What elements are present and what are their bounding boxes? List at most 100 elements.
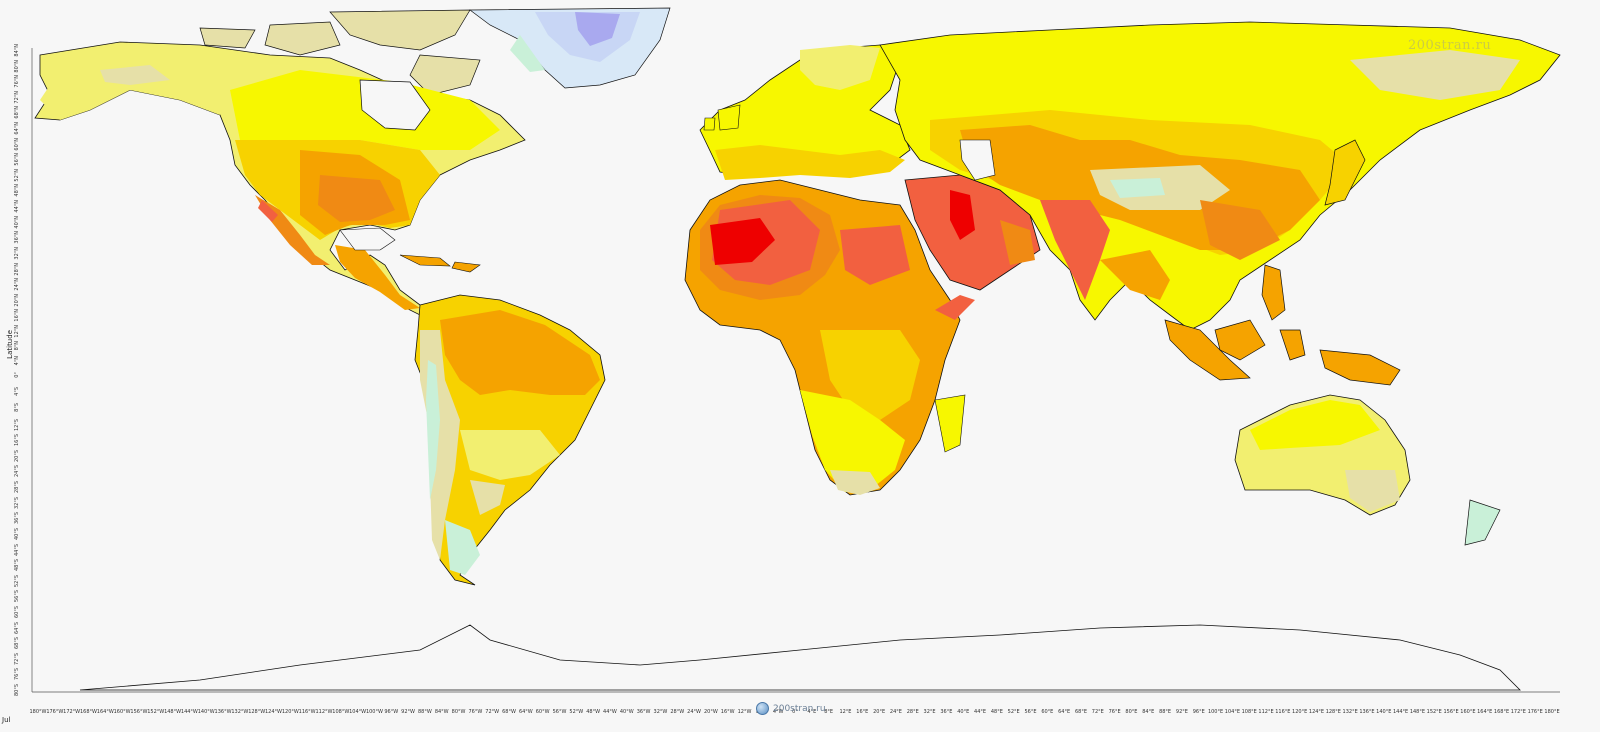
longitude-tick-label: 144°E [1392,709,1409,715]
latitude-tick-label: 20°N [14,293,20,307]
longitude-tick-label: 56°E [1024,709,1037,715]
latitude-tick-label: 84°N [14,44,20,57]
antarctica [79,624,1521,691]
latitude-tick-label: 8°S [14,403,20,412]
longitude-tick-label: 88°E [1159,709,1172,715]
longitude-tick-label: 140°W [197,709,215,715]
latitude-tick-label: 16°S [14,434,20,447]
longitude-tick-label: 12°W [737,709,752,715]
longitude-tick-label: 24°W [687,709,701,715]
longitude-tick-label: 164°E [1477,709,1493,715]
longitude-tick-label: 8°E [824,709,834,715]
globe-icon [756,702,769,715]
longitude-tick-label: 172°W [63,709,81,715]
longitude-tick-label: 68°E [1074,709,1087,715]
latitude-tick-label: 52°N [14,168,20,182]
latitude-tick-label: 40°S [14,527,20,540]
latitude-tick-label: 72°S [14,652,20,665]
watermark-bottom: 200stran.ru [756,702,826,715]
europe [699,44,911,180]
latitude-axis-title: Latitude [6,330,14,359]
longitude-tick-label: 52°E [1007,709,1020,715]
latitude-tick-label: 36°N [14,231,20,244]
latitude-tick-label: 24°N [14,278,20,291]
latitude-tick-label: 48°S [14,559,20,572]
longitude-tick-label: 120°W [281,709,299,715]
longitude-tick-label: 128°E [1325,709,1341,715]
greenland [468,7,671,89]
africa [684,179,975,496]
latitude-tick-label: 56°N [14,153,20,166]
latitude-tick-label: 28°N [14,262,20,276]
latitude-tick-label: 44°N [14,200,20,213]
longitude-tick-label: 64°W [518,709,533,715]
longitude-tick-label: 44°W [603,709,617,715]
longitude-tick-label: 12°E [839,709,852,715]
latitude-tick-label: 52°S [14,574,20,587]
caribbean-islands [399,254,481,273]
longitude-tick-label: 0° [792,709,798,715]
latitude-tick-label: 44°S [14,543,20,556]
longitude-tick-label: 40°W [619,709,634,715]
longitude-tick-label: 128°W [248,709,266,715]
longitude-tick-label: 164°W [96,709,114,715]
longitude-tick-label: 32°E [923,709,936,715]
longitude-tick-label: 36°E [940,709,953,715]
latitude-tick-label: 60°S [14,605,20,618]
latitude-tick-label: 48°N [14,184,20,198]
longitude-tick-label: 120°E [1292,709,1308,715]
longitude-tick-label: 16°W [720,709,735,715]
watermark-bottom-text: 200stran.ru [773,703,826,714]
longitude-tick-label: 40°E [957,709,970,715]
latitude-tick-label: 28°S [14,481,20,494]
longitude-tick-label: 156°E [1443,709,1459,715]
longitude-tick-label: 180°E [1544,709,1560,715]
longitude-tick-label: 28°E [906,709,919,715]
longitude-tick-label: 152°W [147,709,165,715]
longitude-tick-label: 136°W [214,709,232,715]
longitude-tick-label: 168°W [79,709,97,715]
longitude-tick-label: 148°E [1409,709,1426,715]
latitude-tick-label: 40°N [14,215,20,229]
longitude-tick-label: 36°W [636,709,651,715]
longitude-tick-label: 28°W [670,709,685,715]
longitude-tick-label: 32°W [653,709,668,715]
longitude-tick-label: 104°E [1224,709,1240,715]
latitude-tick-label: 64°S [14,621,20,634]
longitude-tick-label: 84°W [434,709,449,715]
longitude-tick-label: 68°W [502,709,516,715]
longitude-tick-label: 96°E [1192,709,1205,715]
longitude-tick-label: 148°W [164,709,182,715]
longitude-tick-label: 108°W [332,709,350,715]
latitude-tick-label: 4°N [14,356,20,366]
month-label: Jul [2,716,11,724]
longitude-tick-label: 160°W [113,709,131,715]
latitude-tick-label: 24°S [14,465,20,478]
longitude-tick-label: 108°E [1241,709,1257,715]
longitude-tick-label: 20°W [703,709,718,715]
longitude-tick-label: 132°W [231,709,249,715]
latitude-tick-label: 12°S [14,418,20,431]
longitude-tick-label: 160°E [1460,709,1476,715]
latitude-tick-label: 32°S [14,496,20,509]
longitude-tick-label: 52°W [569,709,584,715]
longitude-tick-label: 152°E [1426,709,1442,715]
latitude-tick-label: 12°N [14,324,20,338]
latitude-tick-label: 76°S [14,668,20,681]
latitude-tick-label: 80°S [14,684,20,697]
latitude-tick-label: 32°N [14,246,20,260]
longitude-tick-label: 124°W [265,709,282,715]
longitude-tick-label: 60°E [1041,709,1054,715]
latitude-tick-label: 68°S [14,637,20,650]
longitude-tick-label: 20°E [873,709,886,715]
longitude-tick-label: 92°E [1175,709,1188,715]
latitude-tick-label: 0° [14,371,20,378]
arctic-islands [199,9,481,96]
longitude-tick-label: 104°W [349,709,367,715]
asia [879,21,1561,331]
longitude-tick-label: 48°E [990,709,1003,715]
longitude-tick-label: 48°W [586,709,601,715]
longitude-tick-label: 140°E [1376,709,1392,715]
